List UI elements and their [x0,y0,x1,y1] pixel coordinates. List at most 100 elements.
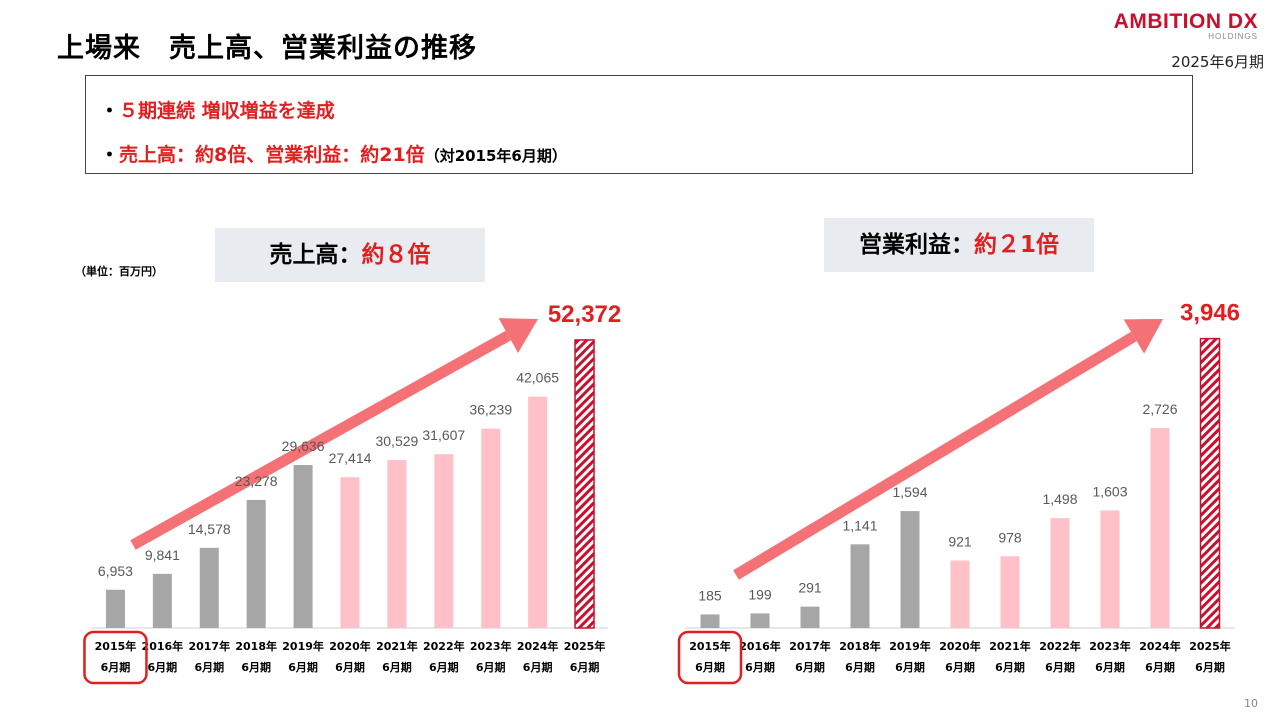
sales-category-period: 6月期 [101,660,131,674]
sales-category-period: 6月期 [148,660,178,674]
bullet: ・ [100,144,120,166]
profit-value-label: 2,726 [1142,401,1177,417]
profit-category-year: 2023年 [1089,639,1131,653]
bullet: ・ [100,100,120,122]
profit-value-label: 3,946 [1180,300,1240,327]
profit-category-year: 2016年 [739,639,781,653]
summary-line-2: ・売上高：約8倍、営業利益：約21倍（対2015年6月期） [100,140,567,167]
profit-value-label: 1,141 [842,517,877,533]
sales-category-period: 6月期 [523,660,553,674]
profit-bar [850,544,870,628]
profit-trend-arrow-head [1123,319,1163,354]
profit-bar [1000,556,1020,628]
sales-category-year: 2024年 [517,639,559,653]
profit-bar [800,606,820,628]
fiscal-period: 2025年6月期 [1171,53,1264,71]
sales-value-label: 23,278 [235,473,278,489]
sales-value-label: 29,636 [282,438,325,454]
profit-value-label: 1,594 [892,484,927,500]
profit-value-label: 185 [698,587,722,603]
sales-category-year: 2020年 [329,639,371,653]
sales-bar [434,454,454,628]
profit-value-label: 1,603 [1092,483,1127,499]
sales-headline-highlight: 約８倍 [361,242,431,268]
profit-value-label: 978 [998,529,1022,545]
profit-category-period: 6月期 [1095,660,1125,674]
profit-category-period: 6月期 [1045,660,1075,674]
profit-category-period: 6月期 [1145,660,1175,674]
profit-bar [700,614,720,628]
profit-value-label: 291 [798,580,822,596]
sales-category-year: 2015年 [95,639,137,653]
unit-label: （単位：百万円） [75,265,163,278]
sales-category-year: 2025年 [564,639,606,653]
profit-category-period: 6月期 [745,660,775,674]
profit-value-label: 921 [948,533,972,549]
profit-category-year: 2017年 [789,639,831,653]
sales-category-period: 6月期 [335,660,365,674]
sales-trend-arrow-head [498,318,538,354]
profit-category-period: 6月期 [895,660,925,674]
profit-headline: 営業利益：約２1倍 [824,218,1094,272]
profit-category-period: 6月期 [1195,660,1225,674]
logo-subtext: HOLDINGS [1208,32,1258,41]
sales-bar [574,339,595,629]
profit-highlight-box [677,630,743,685]
sales-trend-arrow [130,330,511,550]
profit-bar [1050,518,1070,628]
operating-profit-chart: 185 199 291 1,141 1,594 921 978 1,498 1,603 2,726… [677,300,1240,685]
sales-category-period: 6月期 [570,660,600,674]
sales-category-period: 6月期 [429,660,459,674]
profit-headline-highlight: 約２1倍 [973,232,1059,258]
page-title: 上場来 売上高、営業利益の推移 [57,33,477,64]
sales-value-label: 27,414 [329,450,372,466]
sales-bar [528,396,548,628]
profit-bar [900,511,920,628]
sales-bar [152,573,172,628]
summary-box: ・５期連続 増収増益を達成 ・売上高：約8倍、営業利益：約21倍（対2015年6… [85,75,1193,174]
profit-category-period: 6月期 [995,660,1025,674]
sales-category-year: 2021年 [376,639,418,653]
sales-bar [340,477,360,628]
profit-bar [1150,428,1170,628]
profit-category-year: 2015年 [689,639,731,653]
profit-bar [950,560,970,628]
sales-value-label: 52,372 [548,301,621,328]
sales-bar [199,547,219,628]
profit-bar [750,613,770,628]
sales-value-label: 42,065 [516,370,559,386]
sales-category-period: 6月期 [194,660,224,674]
sales-value-label: 14,578 [188,521,231,537]
summary-line-2-text: 売上高：約8倍、営業利益：約21倍 [119,144,425,166]
profit-category-period: 6月期 [795,660,825,674]
profit-headline-label: 営業利益： [858,232,974,258]
sales-headline-label: 売上高： [269,242,362,268]
sales-category-period: 6月期 [382,660,412,674]
profit-value-label: 1,498 [1042,491,1077,507]
sales-value-label: 31,607 [422,427,465,443]
sales-category-year: 2017年 [188,639,230,653]
sales-category-period: 6月期 [476,660,506,674]
sales-value-label: 30,529 [375,433,418,449]
profit-bar [1100,510,1120,628]
sales-category-year: 2016年 [142,639,184,653]
sales-value-label: 36,239 [469,402,512,418]
profit-category-period: 6月期 [695,660,725,674]
summary-line-1: ・５期連続 増収増益を達成 [100,96,335,123]
sales-category-year: 2018年 [235,639,277,653]
company-logo: AMBITION DX HOLDINGS [1114,10,1258,41]
summary-line-1-text: ５期連続 増収増益を達成 [119,100,335,122]
sales-bar [105,589,125,628]
sales-category-year: 2019年 [282,639,324,653]
page-number: 10 [1244,697,1258,710]
profit-category-year: 2019年 [889,639,931,653]
profit-value-label: 199 [748,586,772,602]
sales-category-year: 2023年 [470,639,512,653]
profit-category-year: 2025年 [1189,639,1231,653]
summary-line-2-note: （対2015年6月期） [424,147,567,165]
sales-bar [293,465,313,628]
sales-value-label: 6,953 [98,563,133,579]
sales-highlight-box [83,630,148,685]
sales-chart: 6,953 9,841 14,578 23,278 29,63627,41430,529… [83,301,621,685]
